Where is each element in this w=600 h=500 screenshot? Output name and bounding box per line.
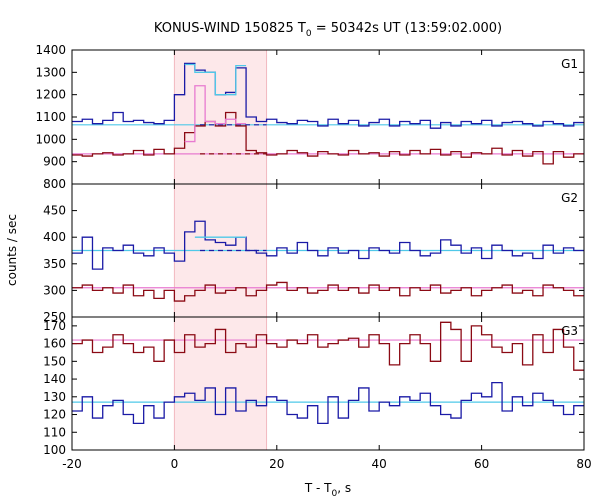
panel-g2-y-tick-label: 400 <box>43 230 66 244</box>
panel-g1-frame <box>71 49 585 185</box>
panel-g2-y-tick-label: 250 <box>43 310 66 324</box>
panel-g1-label: G1 <box>561 57 578 71</box>
panel-g3-frame <box>71 316 585 451</box>
panel-g1-series-dark-blue <box>72 62 584 129</box>
panel-g3-series-dark-blue <box>72 381 584 425</box>
panel-g1-series-dark-red <box>72 111 584 165</box>
panel-g3-y-tick-label: 170 <box>43 319 66 333</box>
panel-g1-y-tick-label: 1300 <box>35 65 66 79</box>
panel-g2-y-tick-label: 350 <box>43 257 66 271</box>
chart-title: KONUS-WIND 150825 T0 = 50342s UT (13:59:… <box>154 21 502 39</box>
x-tick-label: 60 <box>474 457 489 471</box>
panel-g2-series-dark-red <box>72 281 584 302</box>
panel-g1-y-tick-label: 1400 <box>35 43 66 57</box>
x-tick-label: 20 <box>269 457 284 471</box>
panel-g3-y-tick-label: 120 <box>43 408 66 422</box>
panel-g3-y-tick-label: 140 <box>43 372 66 386</box>
panel-g3-y-tick-label: 110 <box>43 425 66 439</box>
panel-g1-y-tick-label: 800 <box>43 177 66 191</box>
x-tick-label: 0 <box>171 457 179 471</box>
panel-g1-y-tick-label: 900 <box>43 155 66 169</box>
panel-g3-y-tick-label: 150 <box>43 354 66 368</box>
x-tick-label: 80 <box>576 457 591 471</box>
panel-g1-series-pink <box>184 85 247 143</box>
panel-g2-y-tick-label: 300 <box>43 283 66 297</box>
panel-g3-y-tick-label: 160 <box>43 337 66 351</box>
panel-g2-y-tick-label: 450 <box>43 204 66 218</box>
x-tick-label: -20 <box>62 457 82 471</box>
panel-g1-y-tick-label: 1000 <box>35 132 66 146</box>
panel-g1-series-cyan <box>184 63 247 96</box>
panel-g3-y-tick-label: 130 <box>43 390 66 404</box>
x-tick-label: 40 <box>372 457 387 471</box>
panel-g2-series-dark-blue <box>72 220 584 270</box>
panel-g3-y-tick-label: 100 <box>43 443 66 457</box>
panel-g2-label: G2 <box>561 191 578 205</box>
panels-group: 80090010001100120013001400G1250300350400… <box>35 43 591 471</box>
panel-g3-series-dark-red <box>72 321 584 371</box>
x-axis-label: T - T0, s <box>304 481 351 499</box>
panel-g3-label: G3 <box>561 324 578 338</box>
y-axis-label: counts / sec <box>5 214 19 286</box>
panel-g1-y-tick-label: 1200 <box>35 88 66 102</box>
panel-g1-y-tick-label: 1100 <box>35 110 66 124</box>
